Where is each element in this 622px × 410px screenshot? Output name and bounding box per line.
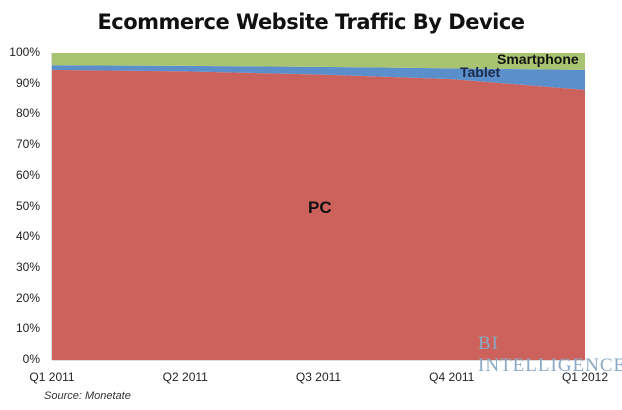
x-tick: Q2 2011 [162, 370, 208, 384]
smartphone-label: Smartphone [497, 51, 579, 67]
area-smartphone [52, 53, 585, 70]
x-tick: Q1 2012 [561, 370, 609, 384]
x-tick: Q1 2011 [29, 370, 75, 384]
pc-label: PC [308, 198, 332, 217]
area-pc [52, 69, 585, 360]
x-tick: Q4 2011 [429, 370, 475, 384]
y-tick: 70% [15, 137, 40, 152]
tablet-label: Tablet [460, 64, 501, 80]
source-note: Source: Monetate [44, 390, 131, 402]
y-tick: 30% [15, 259, 40, 274]
y-tick: 60% [15, 167, 40, 182]
area-tablet [52, 65, 585, 90]
y-tick: 80% [15, 106, 40, 121]
y-tick: 0% [22, 352, 40, 366]
y-tick: 50% [15, 198, 40, 213]
y-tick: 90% [15, 75, 40, 90]
y-tick: 40% [15, 229, 40, 244]
y-tick: 10% [15, 321, 40, 336]
watermark: BI INTELLIGENCE [478, 333, 622, 376]
y-tick: 20% [15, 290, 40, 305]
chart-title: Ecommerce Website Traffic By Device [97, 10, 525, 34]
x-tick: Q3 2011 [295, 370, 342, 384]
y-tick: 100% [9, 45, 40, 59]
